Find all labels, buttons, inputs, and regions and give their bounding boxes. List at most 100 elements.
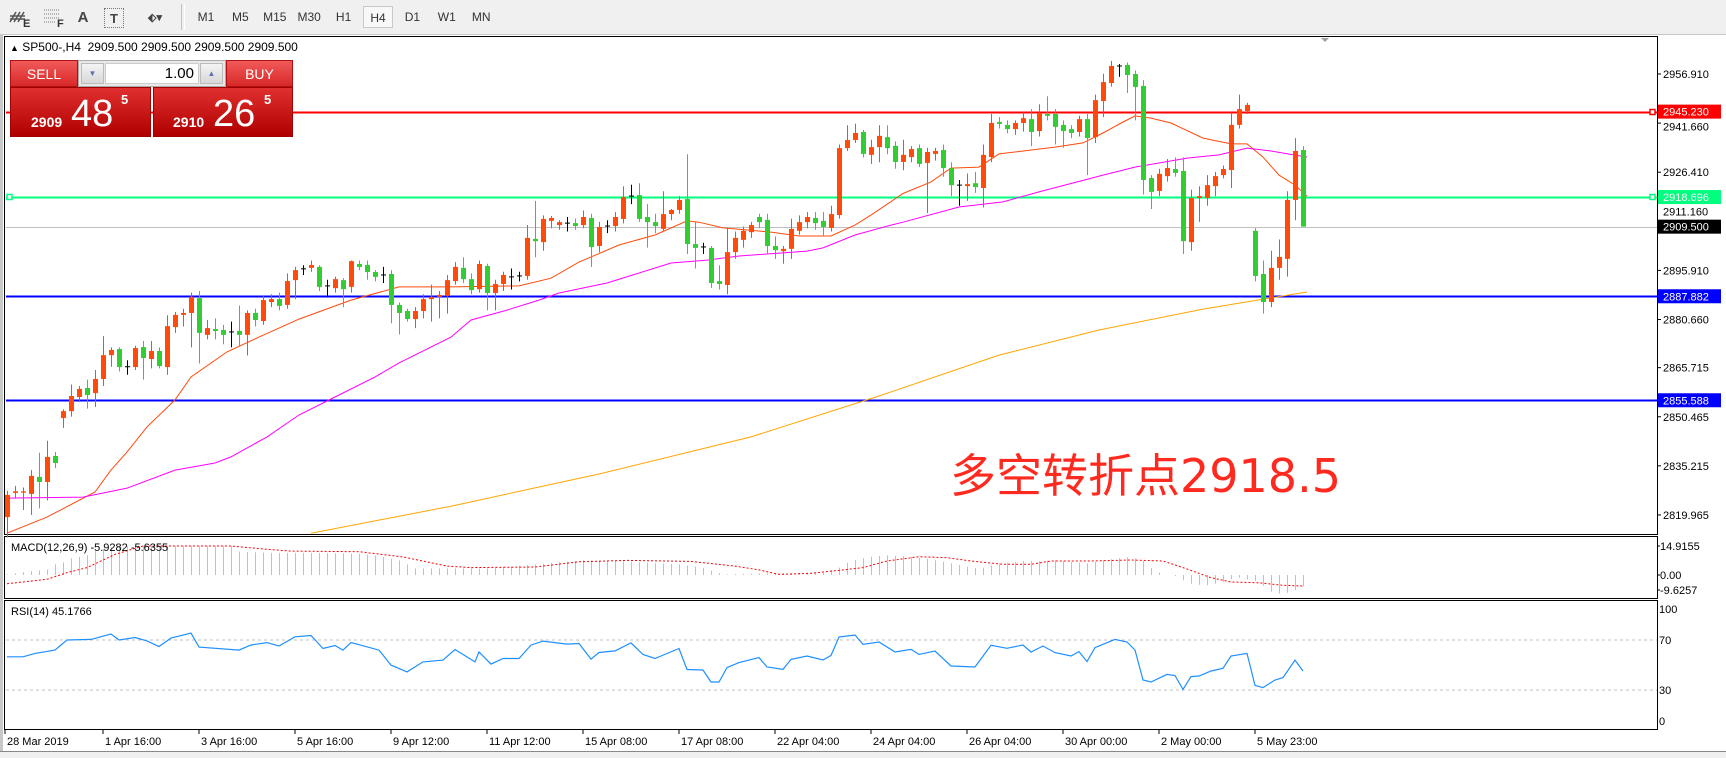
price-axis-label: 2819.965 bbox=[1663, 510, 1709, 522]
buy-price-box[interactable]: 2910 26 5 bbox=[153, 87, 293, 137]
candle bbox=[837, 144, 842, 219]
candle-body bbox=[861, 131, 866, 154]
candle bbox=[389, 270, 394, 324]
time-axis-label: 2 May 00:00 bbox=[1161, 736, 1222, 748]
macd-axis-label: -9.6257 bbox=[1660, 585, 1697, 597]
candle-body bbox=[1245, 104, 1250, 112]
timeframe-w1[interactable]: W1 bbox=[437, 10, 456, 24]
candle bbox=[813, 212, 818, 230]
candle-body bbox=[1077, 119, 1082, 132]
text-label-button[interactable]: T bbox=[104, 8, 124, 28]
timeframe-m1[interactable]: M1 bbox=[197, 10, 215, 24]
candle-body bbox=[981, 154, 986, 189]
sell-price-box[interactable]: 2909 48 5 bbox=[10, 87, 151, 137]
candle-body bbox=[61, 411, 66, 418]
arrows-button[interactable]: ⬖▾ bbox=[138, 5, 172, 29]
candle bbox=[397, 302, 402, 335]
candle-body bbox=[85, 387, 90, 396]
candle bbox=[541, 215, 546, 251]
timeframe-m15[interactable]: M15 bbox=[263, 10, 287, 24]
candle-body bbox=[357, 264, 362, 267]
pivot-annotation-text[interactable]: 多空转折点2918.5 bbox=[950, 449, 1341, 503]
indicators-button[interactable]: E bbox=[6, 5, 32, 29]
candle bbox=[845, 125, 850, 151]
candle bbox=[517, 271, 522, 282]
candle bbox=[373, 270, 378, 282]
volume-decrease-button[interactable]: ▼ bbox=[81, 63, 104, 84]
candle bbox=[317, 265, 322, 292]
candle bbox=[293, 266, 298, 300]
timeframe-h1[interactable]: H1 bbox=[335, 10, 352, 24]
candle-body bbox=[389, 273, 394, 305]
candle-body bbox=[741, 230, 746, 240]
candle bbox=[477, 260, 482, 293]
text-button[interactable]: A bbox=[70, 5, 96, 29]
candle-body bbox=[525, 237, 530, 276]
candle bbox=[613, 212, 618, 232]
timeframe-mn[interactable]: MN bbox=[471, 10, 491, 24]
candle bbox=[485, 263, 490, 311]
candle-body bbox=[1141, 85, 1146, 180]
sell-button[interactable]: SELL bbox=[10, 60, 78, 87]
timeframe-m5[interactable]: M5 bbox=[232, 10, 249, 24]
candle bbox=[965, 173, 970, 201]
candle bbox=[757, 213, 762, 229]
candle-body bbox=[1205, 185, 1210, 199]
candle bbox=[645, 204, 650, 248]
candle-body bbox=[1037, 112, 1042, 132]
candle bbox=[301, 265, 306, 275]
candle-body bbox=[829, 214, 834, 228]
volume-increase-button[interactable]: ▲ bbox=[200, 63, 223, 84]
candle-body bbox=[53, 455, 58, 464]
price-tag bbox=[1658, 104, 1721, 119]
timeframe-h4[interactable]: H4 bbox=[363, 6, 393, 28]
candle-body bbox=[653, 222, 658, 227]
candle bbox=[1285, 191, 1290, 277]
candle-body bbox=[173, 314, 178, 328]
periodicity-button[interactable]: F bbox=[40, 5, 66, 29]
candle-body bbox=[1173, 169, 1178, 173]
one-click-trading-panel: SELL ▼ 1.00 ▲ BUY 2909 48 5 2910 26 5 bbox=[10, 60, 293, 137]
candle-body bbox=[949, 168, 954, 186]
toolbar-separator bbox=[181, 4, 185, 30]
candle bbox=[885, 125, 890, 155]
timeframe-m30[interactable]: M30 bbox=[297, 10, 321, 24]
time-axis-label: 30 Apr 00:00 bbox=[1065, 736, 1127, 748]
candle-body bbox=[909, 149, 914, 158]
candle-body bbox=[117, 349, 122, 368]
candle bbox=[605, 220, 610, 234]
candle-body bbox=[205, 328, 210, 335]
candle bbox=[869, 139, 874, 164]
candle bbox=[381, 266, 386, 284]
candle bbox=[197, 291, 202, 364]
line-handle-icon bbox=[1649, 193, 1656, 201]
candle-body bbox=[813, 217, 818, 224]
candle bbox=[1109, 60, 1114, 87]
volume-spinner: ▼ 1.00 ▲ bbox=[78, 60, 226, 87]
candle-body bbox=[1125, 65, 1130, 75]
collapse-arrow-icon[interactable]: ▲ bbox=[10, 43, 19, 53]
candle-body bbox=[885, 137, 890, 149]
candle bbox=[1197, 186, 1202, 222]
volume-input[interactable]: 1.00 bbox=[105, 63, 199, 84]
candle-body bbox=[349, 261, 354, 287]
candle-body bbox=[925, 151, 930, 163]
buy-button[interactable]: BUY bbox=[226, 60, 293, 87]
candle-body bbox=[661, 214, 666, 229]
candle-body bbox=[589, 217, 594, 247]
candle bbox=[1269, 250, 1274, 308]
candle bbox=[261, 295, 266, 325]
candle bbox=[997, 117, 1002, 129]
candle bbox=[189, 292, 194, 348]
candle bbox=[1293, 138, 1298, 221]
timeframe-d1[interactable]: D1 bbox=[404, 10, 421, 24]
candle-body bbox=[1157, 173, 1162, 191]
candle-body bbox=[581, 217, 586, 226]
candle-body bbox=[437, 294, 442, 297]
candle-body bbox=[149, 350, 154, 360]
candle bbox=[1069, 125, 1074, 139]
candle-body bbox=[853, 132, 858, 141]
candle bbox=[245, 310, 250, 356]
candle-body bbox=[21, 491, 26, 493]
